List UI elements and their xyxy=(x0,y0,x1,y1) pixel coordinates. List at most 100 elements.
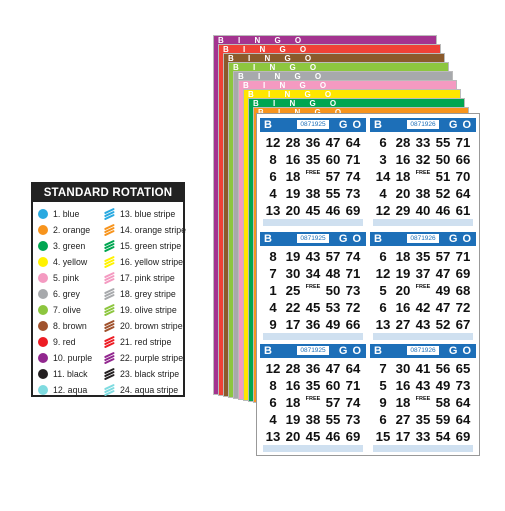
sheet-color-band: B I N G O xyxy=(229,63,448,72)
bingo-number: 16 xyxy=(395,300,411,315)
legend-item: 1. blue xyxy=(38,206,92,222)
bingo-number: 19 xyxy=(285,249,301,264)
bingo-number: 4 xyxy=(269,186,277,201)
bingo-card: B G O 0871926 6 28 33 55 71 3 16 32 50 66 14 18 FREE 51 7… xyxy=(370,118,476,228)
header-b: B xyxy=(264,233,272,245)
legend-item: 6. grey xyxy=(38,286,92,302)
legend-item: 11. black xyxy=(38,366,92,382)
sheet-color-band: B I N G O xyxy=(244,90,460,99)
legend-item-label: 18. grey stripe xyxy=(120,289,176,299)
stripe-swatch-icon xyxy=(104,271,115,285)
bingo-number: 57 xyxy=(325,395,341,410)
bingo-number: 36 xyxy=(305,361,321,376)
legend-item: 22. purple stripe xyxy=(104,350,186,366)
header-go: G O xyxy=(448,119,472,131)
bingo-number: 48 xyxy=(325,266,341,281)
standard-rotation-legend: STANDARD ROTATION 1. blue 2. orange 3. gre… xyxy=(31,182,186,398)
bingo-number: 20 xyxy=(395,283,411,298)
bingo-number: 70 xyxy=(455,169,471,184)
bingo-number: 47 xyxy=(325,361,341,376)
legend-item-label: 23. black stripe xyxy=(120,369,180,379)
bingo-number: 72 xyxy=(345,300,361,315)
sheet-label: B I N G O xyxy=(238,72,328,81)
bingo-number: 64 xyxy=(455,412,471,427)
sheet-label: B I N G O xyxy=(253,99,343,108)
bingo-number: 37 xyxy=(415,266,431,281)
bingo-number: 29 xyxy=(395,203,411,218)
bingo-number: 38 xyxy=(415,186,431,201)
bingo-number: 38 xyxy=(305,412,321,427)
bingo-number: 28 xyxy=(285,361,301,376)
legend-item: 5. pink xyxy=(38,270,92,286)
sheet-color-band: B I N G O xyxy=(224,54,444,63)
bingo-number: 16 xyxy=(285,378,301,393)
bingo-number: 5 xyxy=(379,378,387,393)
sheet-side-edge xyxy=(229,72,233,397)
bingo-number: 4 xyxy=(269,412,277,427)
legend-item: 21. red stripe xyxy=(104,334,186,350)
bingo-number: 32 xyxy=(415,152,431,167)
bingo-number: 66 xyxy=(345,317,361,332)
bingo-number: 43 xyxy=(305,249,321,264)
card-footer-strip xyxy=(263,219,363,226)
stripe-swatch-icon xyxy=(104,223,115,237)
bingo-number: 42 xyxy=(415,300,431,315)
legend-item: 24. aqua stripe xyxy=(104,382,186,398)
sheet-side-edge xyxy=(224,63,228,396)
bingo-number: 9 xyxy=(379,395,387,410)
stripe-swatch-icon xyxy=(104,335,115,349)
legend-item: 16. yellow stripe xyxy=(104,254,186,270)
bingo-number: 53 xyxy=(325,300,341,315)
legend-item: 14. orange stripe xyxy=(104,222,186,238)
legend-item-label: 11. black xyxy=(53,369,88,379)
stripe-swatch-icon xyxy=(104,351,115,365)
bingo-number: 45 xyxy=(305,300,321,315)
sheet-color-band: B I N G O xyxy=(214,36,436,45)
bingo-number: 43 xyxy=(415,317,431,332)
header-go: G O xyxy=(448,233,472,245)
bingo-number: 7 xyxy=(379,361,387,376)
legend-column-solid: 1. blue 2. orange 3. green 4. yellow 5. pink… xyxy=(38,206,92,398)
color-dot-icon xyxy=(38,273,48,283)
bingo-number: 17 xyxy=(285,317,301,332)
bingo-number: 64 xyxy=(455,186,471,201)
legend-item: 23. black stripe xyxy=(104,366,186,382)
color-dot-icon xyxy=(38,257,48,267)
sheet-color-band: B I N G O xyxy=(249,99,464,108)
bingo-number: 35 xyxy=(415,412,431,427)
legend-item: 10. purple xyxy=(38,350,92,366)
bingo-number-grid: 12 28 36 47 64 8 16 35 60 71 6 18 FREE 57 74 4 19 38 55 73 1… xyxy=(260,132,366,219)
legend-item-label: 9. red xyxy=(53,337,76,347)
legend-item: 3. green xyxy=(38,238,92,254)
bingo-number: 71 xyxy=(345,152,361,167)
card-serial: 0871925 xyxy=(297,120,329,129)
legend-item-label: 2. orange xyxy=(53,225,91,235)
bingo-card-header: B G O 0871926 xyxy=(370,232,476,246)
card-serial: 0871926 xyxy=(407,346,439,355)
card-footer-strip xyxy=(373,445,473,452)
bingo-number: 34 xyxy=(305,266,321,281)
bingo-number: 28 xyxy=(395,135,411,150)
bingo-number: 74 xyxy=(345,395,361,410)
bingo-number: 16 xyxy=(395,152,411,167)
bingo-number: 40 xyxy=(415,203,431,218)
legend-item-label: 4. yellow xyxy=(53,257,88,267)
bingo-number: 7 xyxy=(269,266,277,281)
bingo-number: 74 xyxy=(345,169,361,184)
bingo-number: 73 xyxy=(455,378,471,393)
color-dot-icon xyxy=(38,337,48,347)
card-serial: 0871926 xyxy=(407,120,439,129)
legend-item-label: 10. purple xyxy=(53,353,93,363)
legend-item-label: 13. blue stripe xyxy=(120,209,176,219)
bingo-number: 59 xyxy=(435,412,451,427)
bingo-number: 57 xyxy=(325,249,341,264)
bingo-number: 6 xyxy=(269,395,277,410)
bingo-card: B G O 0871925 12 28 36 47 64 8 16 35 60 71 6 18 FREE 57 7… xyxy=(260,118,366,228)
bingo-number: 19 xyxy=(285,186,301,201)
legend-item-label: 14. orange stripe xyxy=(120,225,187,235)
bingo-number: 38 xyxy=(305,186,321,201)
stripe-swatch-icon xyxy=(104,303,115,317)
bingo-number: 71 xyxy=(345,378,361,393)
bingo-number: 6 xyxy=(379,249,387,264)
